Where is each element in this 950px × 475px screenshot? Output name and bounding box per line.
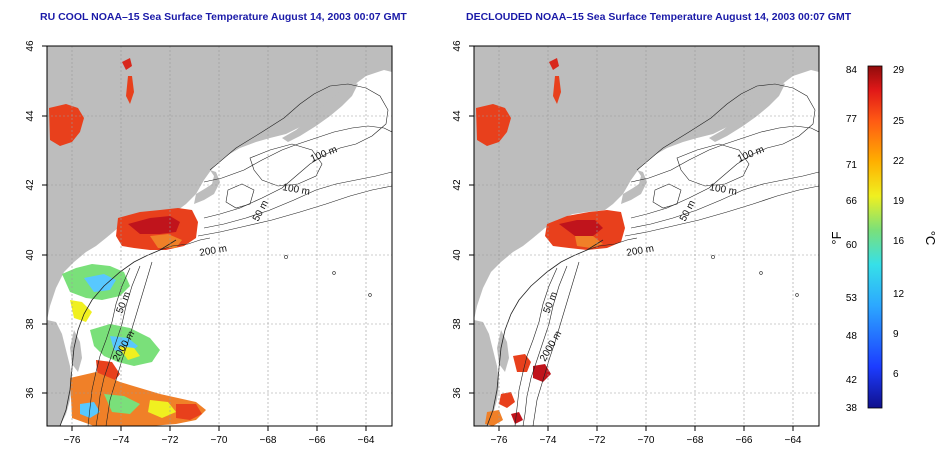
colorbar-f-tick: 48	[846, 331, 858, 342]
right-lon-tick: −68	[687, 435, 704, 446]
colorbar-c-labels: 29 25 22 19 16 12 9 6	[893, 65, 905, 380]
right-lat-labels: 46 44 42 40 38 36	[452, 40, 463, 399]
colorbar-c-tick: 9	[893, 329, 899, 340]
colorbar-f-tick: 53	[846, 293, 858, 304]
left-lon-tick: −70	[211, 435, 228, 446]
left-lon-tick: −76	[64, 435, 81, 446]
colorbar-c-tick: 12	[893, 289, 905, 300]
left-lat-tick: 40	[25, 249, 36, 261]
left-sst-pixels	[49, 58, 206, 426]
right-lon-tick: −74	[540, 435, 557, 446]
colorbar-f-tick: 84	[846, 65, 858, 76]
right-panel-title: DECLOUDED NOAA–15 Sea Surface Temperatur…	[466, 11, 852, 23]
right-label-200m: 200 m	[626, 243, 655, 259]
colorbar: 84 77 71 66 60 53 48 42 38 29 25 22 19 1…	[829, 65, 938, 414]
left-lat-tick: 42	[25, 179, 36, 191]
left-panel-title: RU COOL NOAA–15 Sea Surface Temperature …	[40, 11, 407, 23]
right-label-100m-a: 100 m	[736, 144, 766, 165]
colorbar-f-tick: 60	[846, 240, 858, 251]
left-label-200m: 200 m	[199, 243, 228, 259]
left-ticks	[42, 45, 367, 431]
right-lat-tick: 42	[452, 179, 463, 191]
colorbar-c-tick: 22	[893, 156, 905, 167]
right-bathymetry-contours	[486, 83, 819, 426]
left-lat-tick: 36	[25, 387, 36, 399]
right-lon-tick: −70	[638, 435, 655, 446]
right-map-panel: 100 m 100 m 50 m 200 m 50 m 2000 m	[452, 40, 820, 446]
colorbar-c-tick: 16	[893, 236, 905, 247]
right-lat-tick: 38	[452, 318, 463, 330]
right-lon-labels: −76 −74 −72 −70 −68 −66 −64	[491, 435, 802, 446]
colorbar-f-tick: 66	[846, 196, 858, 207]
colorbar-f-labels: 84 77 71 66 60 53 48 42 38	[846, 65, 858, 414]
colorbar-c-tick: 19	[893, 196, 905, 207]
colorbar-unit-c: °C	[923, 231, 938, 246]
colorbar-unit-f: °F	[829, 231, 844, 244]
colorbar-c-tick: 6	[893, 369, 899, 380]
right-label-50m-b: 50 m	[542, 290, 561, 315]
right-lon-tick: −66	[736, 435, 753, 446]
right-gridlines	[474, 46, 819, 426]
colorbar-c-tick: 25	[893, 116, 905, 127]
left-lon-tick: −74	[113, 435, 130, 446]
left-lon-labels: −76 −74 −72 −70 −68 −66 −64	[64, 435, 375, 446]
right-sst-pixels	[476, 58, 625, 426]
colorbar-f-tick: 38	[846, 403, 858, 414]
left-lon-tick: −66	[309, 435, 326, 446]
left-lat-tick: 44	[25, 110, 36, 122]
right-lon-tick: −76	[491, 435, 508, 446]
left-lat-tick: 46	[25, 40, 36, 52]
left-coast-outline	[59, 239, 177, 426]
right-ticks	[469, 45, 794, 431]
right-lat-tick: 40	[452, 249, 463, 261]
left-lon-tick: −68	[260, 435, 277, 446]
left-lon-tick: −72	[162, 435, 179, 446]
left-lat-tick: 38	[25, 318, 36, 330]
right-lat-tick: 36	[452, 387, 463, 399]
right-label-100m-b: 100 m	[708, 182, 737, 198]
colorbar-f-tick: 42	[846, 375, 858, 386]
left-label-100m-b: 100 m	[281, 182, 310, 198]
right-lon-tick: −72	[589, 435, 606, 446]
right-lat-tick: 46	[452, 40, 463, 52]
left-map-panel: 100 m 100 m 50 m 200 m 50 m 2000 m	[25, 40, 393, 446]
left-gridlines	[47, 46, 392, 426]
colorbar-f-tick: 71	[846, 160, 858, 171]
left-land	[47, 46, 392, 426]
left-bathymetry-contours	[87, 83, 392, 426]
left-label-100m-a: 100 m	[309, 144, 339, 165]
right-lon-tick: −64	[785, 435, 802, 446]
colorbar-c-tick: 29	[893, 65, 905, 76]
left-lat-labels: 46 44 42 40 38 36	[25, 40, 36, 399]
right-lat-tick: 44	[452, 110, 463, 122]
right-label-2000m: 2000 m	[538, 329, 564, 363]
colorbar-f-tick: 77	[846, 114, 858, 125]
left-lon-tick: −64	[358, 435, 375, 446]
colorbar-gradient	[867, 65, 883, 409]
